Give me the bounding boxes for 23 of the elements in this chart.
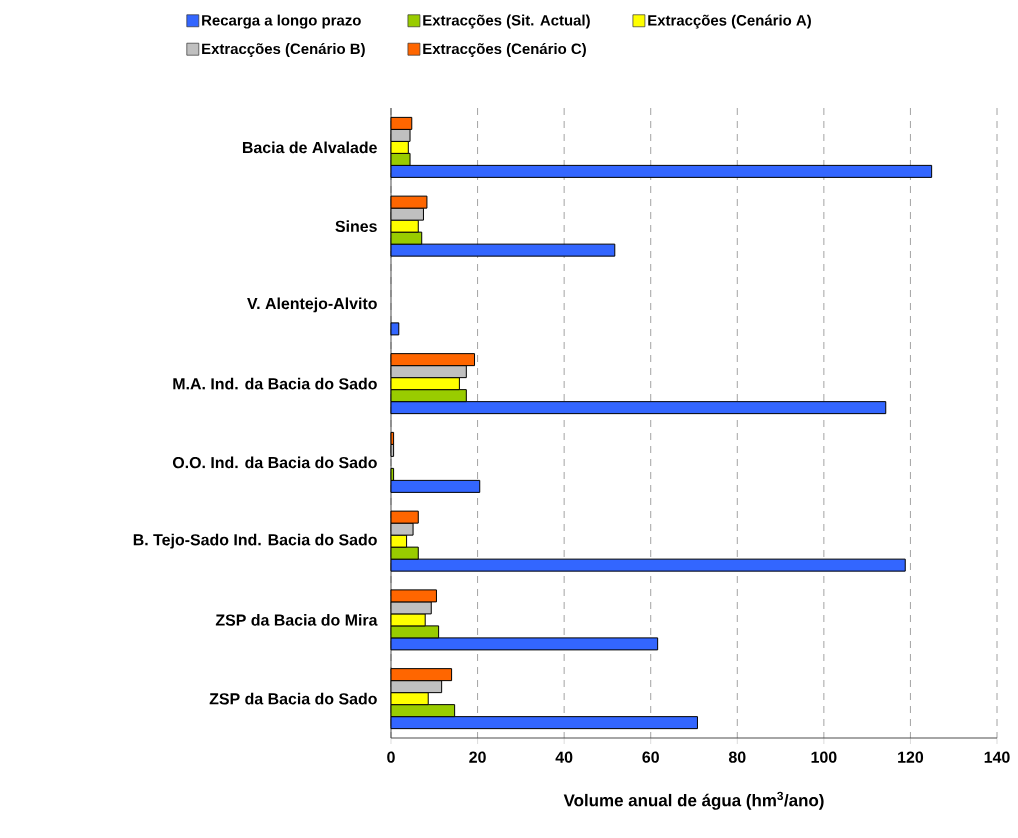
x-tick-label: 140: [984, 751, 1010, 763]
y-tick-label: ZSP da Bacia do Sado: [209, 692, 377, 705]
x-tick-label: 40: [555, 751, 573, 763]
legend-label: Extracções (Cenário B): [202, 42, 365, 58]
x-tick-label: 0: [387, 751, 395, 763]
legend-label: Extracções (Cenário A): [648, 14, 811, 29]
y-tick-label: Bacia de Alvalade: [242, 141, 377, 154]
y-tick-label: Sines: [335, 220, 377, 232]
y-tick-label: V. Alentejo-Alvito: [247, 297, 377, 313]
legend-label: Extracções (Cenário C): [423, 42, 586, 58]
x-tick-label: 20: [469, 751, 486, 763]
legend-label: Recarga a longo prazo: [202, 14, 361, 29]
x-tick-label: 100: [811, 751, 837, 763]
x-tick-label: 60: [642, 751, 659, 763]
y-tick-label: M.A. Ind. da Bacia do Sado: [173, 377, 377, 390]
x-tick-label: 80: [728, 751, 746, 763]
bar: [390, 322, 400, 336]
y-tick-label: B. Tejo-Sado Ind. Bacia do Sado: [133, 533, 377, 549]
y-tick-label: O.O. Ind. da Bacia do Sado: [172, 456, 377, 469]
legend-label: Extracções (Sit. Actual): [423, 14, 590, 29]
y-tick-label: ZSP da Bacia do Mira: [215, 614, 378, 626]
x-axis-title: Volume anual de água (hm$^{3}$/ano): [563, 791, 824, 810]
x-tick-label: 120: [898, 751, 924, 763]
